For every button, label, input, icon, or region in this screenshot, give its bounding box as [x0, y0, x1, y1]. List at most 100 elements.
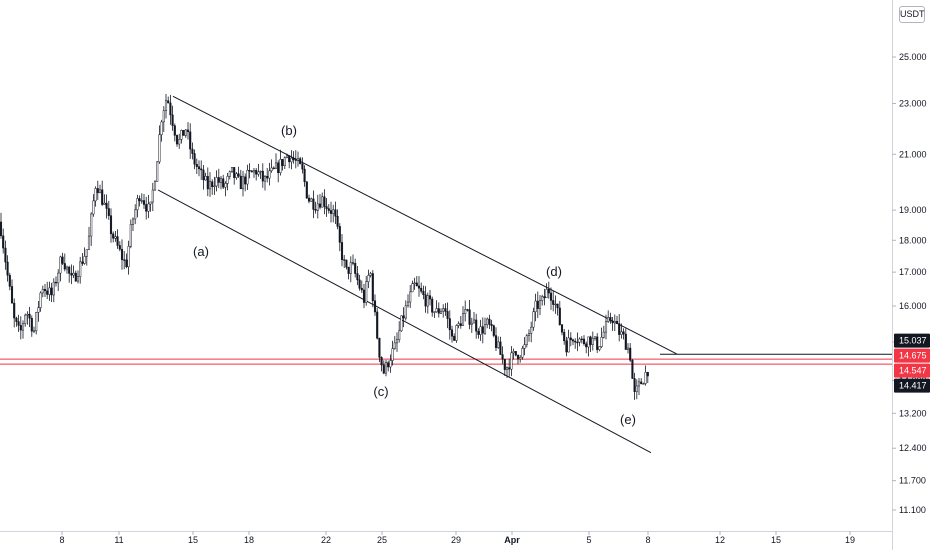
candle: [580, 336, 583, 344]
candle: [567, 329, 570, 353]
candle: [547, 281, 550, 299]
candle: [519, 354, 522, 363]
candle: [523, 337, 526, 356]
candle: [490, 319, 493, 332]
candle: [239, 169, 242, 190]
candle: [422, 285, 425, 300]
wave-labels: (a) (b) (c) (d) (e): [193, 123, 636, 427]
candle: [213, 176, 216, 195]
candle: [105, 194, 108, 219]
y-tick-label: 16.000: [899, 301, 927, 311]
candle: [244, 173, 247, 192]
price-axis[interactable]: 11.10011.70012.40013.20014.00015.00016.0…: [892, 52, 927, 515]
candle: [59, 255, 62, 282]
candle: [248, 163, 251, 179]
candle: [582, 335, 586, 346]
candle: [591, 331, 594, 351]
candle: [637, 377, 641, 396]
candle: [52, 278, 55, 303]
x-tick-label: 15: [188, 535, 198, 545]
candle: [395, 332, 399, 352]
candle: [472, 312, 476, 324]
candle: [200, 160, 203, 180]
candle: [312, 190, 315, 219]
candle: [90, 212, 93, 246]
candle: [92, 194, 95, 217]
candle: [554, 295, 557, 314]
price-tag-label: 15.037: [899, 336, 927, 346]
candle: [532, 307, 535, 331]
candle: [618, 314, 621, 342]
y-tick-label: 11.700: [899, 476, 926, 486]
candle: [393, 336, 396, 350]
candle: [607, 310, 610, 324]
candle: [156, 161, 159, 182]
candle: [230, 167, 234, 174]
x-tick-label: 22: [321, 535, 331, 545]
candle: [587, 336, 590, 357]
candle: [470, 317, 473, 333]
wave-label-d: (d): [546, 264, 562, 279]
y-tick-label: 12.400: [899, 443, 927, 453]
candle: [349, 256, 352, 283]
candle: [290, 150, 293, 170]
candle: [589, 335, 592, 352]
candle: [541, 294, 544, 306]
candle: [604, 314, 608, 340]
candle: [142, 193, 146, 209]
candle: [208, 172, 212, 197]
candle: [464, 300, 467, 322]
candle: [217, 168, 220, 189]
candle: [114, 231, 117, 242]
candle: [576, 332, 579, 352]
candle: [415, 276, 418, 287]
candle: [131, 217, 135, 231]
candle: [87, 226, 91, 250]
candle: [615, 315, 619, 324]
candle: [79, 256, 82, 284]
candle: [629, 343, 632, 363]
candle: [13, 298, 16, 328]
candle: [15, 316, 18, 327]
candle: [50, 282, 53, 302]
candle: [376, 307, 379, 340]
candle: [466, 308, 469, 312]
wave-label-c: (c): [373, 384, 388, 399]
candle: [193, 149, 196, 170]
wave-label-a: (a): [193, 244, 209, 259]
candle: [428, 289, 432, 306]
price-tag: 14.417: [894, 378, 930, 393]
candle: [252, 167, 256, 178]
x-tick-label: 15: [771, 535, 781, 545]
candle: [191, 142, 194, 160]
candle: [334, 201, 337, 224]
candle: [171, 105, 174, 131]
y-tick-label: 23.000: [899, 99, 927, 109]
candle: [642, 382, 645, 385]
y-tick-label: 25.000: [899, 52, 927, 62]
candle: [17, 314, 20, 332]
candle: [351, 254, 355, 266]
candle: [373, 294, 377, 316]
candle: [338, 223, 341, 252]
candle: [301, 157, 304, 174]
unit-button[interactable]: USDT: [899, 6, 925, 23]
price-tag-label: 14.417: [899, 381, 927, 391]
candle: [611, 316, 614, 331]
candle: [503, 358, 506, 377]
plot-area[interactable]: [0, 0, 893, 550]
candle: [574, 338, 577, 349]
candle: [369, 271, 372, 278]
candle: [204, 172, 207, 181]
candle: [37, 301, 40, 322]
time-axis[interactable]: 8 11 15 18 22 25 29 Apr 5 8 12 15 19: [59, 531, 855, 545]
candle: [8, 272, 11, 291]
candle: [83, 247, 86, 265]
candle: [294, 150, 297, 169]
price-tag: 14.675: [894, 348, 930, 363]
candle: [277, 160, 280, 183]
candle: [123, 251, 126, 270]
candle: [483, 317, 487, 335]
candle: [107, 200, 110, 220]
